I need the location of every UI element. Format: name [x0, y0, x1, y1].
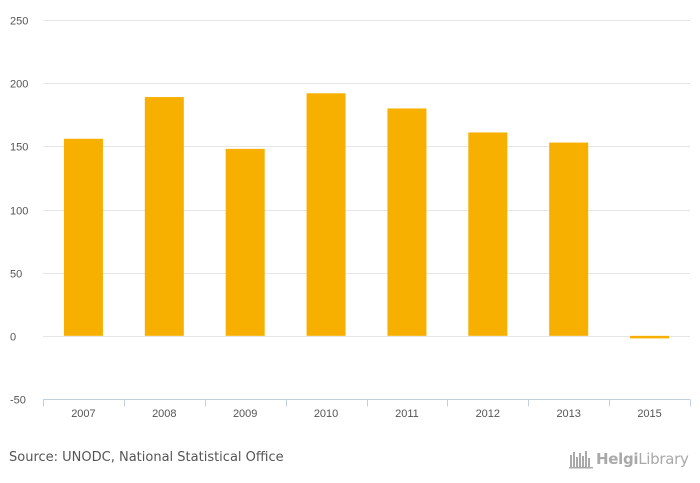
bar-2013 — [549, 142, 589, 336]
y-tick-label: 0 — [10, 332, 16, 344]
bars — [63, 93, 670, 339]
bar-2008 — [144, 97, 184, 336]
x-tick-label: 2007 — [71, 408, 95, 420]
bar-2011 — [387, 108, 427, 336]
bar-2009 — [225, 148, 265, 336]
x-axis: 2007 2008 2009 2010 2011 2012 2013 2015 — [43, 399, 691, 420]
x-tick-label: 2011 — [395, 408, 419, 420]
bar-2012 — [468, 132, 508, 336]
x-tick-label: 2013 — [556, 408, 580, 420]
x-tick-label: 2015 — [637, 408, 661, 420]
y-tick-label: 250 — [10, 16, 28, 28]
bar-2007 — [63, 138, 103, 336]
y-tick-label: -50 — [10, 395, 26, 407]
x-tick-label: 2012 — [476, 408, 500, 420]
y-axis-ticks: -50 0 50 100 150 200 250 — [10, 16, 28, 407]
logo-text: HelgiLibrary — [596, 450, 689, 468]
helgi-library-logo: HelgiLibrary — [568, 446, 692, 472]
logo-text-bold: Helgi — [596, 450, 639, 468]
y-tick-label: 100 — [10, 206, 28, 218]
y-tick-label: 50 — [10, 269, 22, 281]
bar-2010 — [306, 93, 346, 336]
logo-text-regular: Library — [638, 450, 689, 468]
y-tick-label: 200 — [10, 79, 28, 91]
bookshelf-icon — [569, 451, 593, 469]
x-tick-label: 2008 — [152, 408, 176, 420]
bar-2015 — [630, 335, 670, 339]
source-note: Source: UNODC, National Statistical Offi… — [9, 450, 284, 465]
y-tick-label: 150 — [10, 142, 28, 154]
x-tick-label: 2009 — [233, 408, 257, 420]
x-tick-label: 2010 — [314, 408, 338, 420]
grid-lines — [43, 20, 690, 337]
